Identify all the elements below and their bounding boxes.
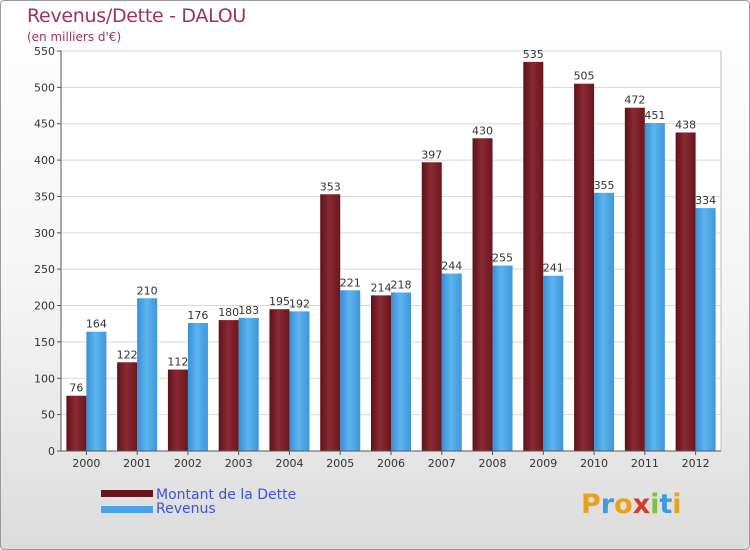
y-tick-label: 250 (34, 263, 55, 276)
data-label-revenus: 451 (644, 109, 665, 122)
data-label-dette: 214 (371, 281, 392, 294)
y-tick-label: 500 (34, 81, 55, 94)
legend-swatch-dette (101, 490, 153, 497)
bar-dette (523, 61, 544, 452)
data-label-revenus: 244 (441, 260, 462, 273)
data-label-dette: 505 (574, 70, 595, 83)
data-label-revenus: 210 (137, 284, 158, 297)
bar-dette (574, 83, 595, 452)
data-label-revenus: 255 (492, 252, 513, 265)
bar-revenus (644, 123, 665, 451)
bar-revenus (695, 208, 716, 451)
bar-revenus (492, 265, 513, 451)
x-tick-label: 2012 (682, 457, 710, 470)
bar-dette (66, 395, 87, 451)
bar-revenus (187, 323, 208, 451)
x-tick-label: 2005 (326, 457, 354, 470)
y-tick-label: 0 (48, 445, 55, 458)
data-label-revenus: 164 (86, 318, 107, 331)
y-tick-label: 300 (34, 227, 55, 240)
y-tick-label: 100 (34, 372, 55, 385)
logo-letter: P (581, 489, 601, 520)
x-tick-label: 2000 (72, 457, 100, 470)
bar-revenus (86, 331, 107, 451)
proxiti-logo: Proxiti (581, 489, 682, 520)
bar-dette (624, 107, 645, 452)
bar-revenus (289, 311, 310, 451)
bar-dette (167, 369, 188, 451)
y-tick-label: 400 (34, 154, 55, 167)
logo-letter: x (632, 489, 651, 520)
bar-revenus (391, 292, 411, 451)
data-label-dette: 122 (117, 348, 138, 361)
data-label-dette: 397 (421, 148, 442, 161)
chart-subtitle: (en milliers d'€) (27, 30, 122, 44)
data-label-revenus: 183 (238, 304, 259, 317)
bar-dette (117, 362, 138, 451)
data-label-dette: 180 (218, 306, 239, 319)
x-tick-label: 2004 (275, 457, 303, 470)
data-label-revenus: 176 (187, 309, 208, 322)
logo-letter: r (600, 489, 615, 520)
x-tick-label: 2006 (377, 457, 405, 470)
data-label-dette: 195 (269, 295, 290, 308)
y-tick-label: 200 (34, 300, 55, 313)
x-tick-label: 2008 (479, 457, 507, 470)
x-tick-label: 2011 (631, 457, 659, 470)
bar-dette (218, 320, 239, 451)
bar-dette (472, 138, 493, 452)
data-label-revenus: 192 (289, 297, 310, 310)
logo-letter: o (614, 489, 633, 520)
y-tick-label: 50 (41, 409, 55, 422)
data-label-dette: 535 (523, 48, 544, 61)
bar-dette (675, 132, 696, 452)
x-tick-label: 2003 (225, 457, 253, 470)
legend-swatch-revenus (101, 506, 153, 513)
bar-dette (269, 309, 290, 451)
bar-revenus (340, 290, 361, 451)
logo-letter: i (650, 489, 660, 520)
data-label-dette: 438 (675, 118, 696, 131)
data-label-revenus: 334 (695, 194, 716, 207)
y-tick-label: 150 (34, 336, 55, 349)
bar-revenus (543, 275, 564, 451)
bar-revenus (441, 273, 462, 451)
data-label-dette: 430 (472, 124, 493, 137)
logo-letter: t (659, 489, 673, 520)
data-label-revenus: 221 (340, 276, 361, 289)
x-tick-label: 2007 (428, 457, 456, 470)
x-tick-label: 2002 (174, 457, 202, 470)
y-tick-label: 350 (34, 190, 55, 203)
bar-revenus (137, 298, 158, 451)
chart-title: Revenus/Dette - DALOU (27, 5, 246, 27)
legend-label-dette: Montant de la Dette (156, 487, 297, 503)
data-label-dette: 353 (320, 180, 341, 193)
bar-revenus (238, 317, 259, 451)
y-tick-label: 450 (34, 118, 55, 131)
data-label-revenus: 218 (391, 278, 412, 291)
bar-dette (371, 295, 391, 451)
data-label-revenus: 241 (543, 262, 564, 275)
bar-revenus (594, 192, 615, 451)
x-tick-label: 2009 (529, 457, 557, 470)
data-label-dette: 472 (624, 94, 645, 107)
bar-dette (320, 194, 341, 452)
x-tick-label: 2001 (123, 457, 151, 470)
data-label-revenus: 355 (594, 179, 615, 192)
x-tick-label: 2010 (580, 457, 608, 470)
bar-dette (421, 162, 442, 452)
data-label-dette: 76 (69, 382, 83, 395)
y-tick-label: 550 (34, 45, 55, 58)
logo-letter: i (672, 489, 682, 520)
legend-label-revenus: Revenus (156, 501, 216, 517)
data-label-dette: 112 (167, 356, 188, 369)
